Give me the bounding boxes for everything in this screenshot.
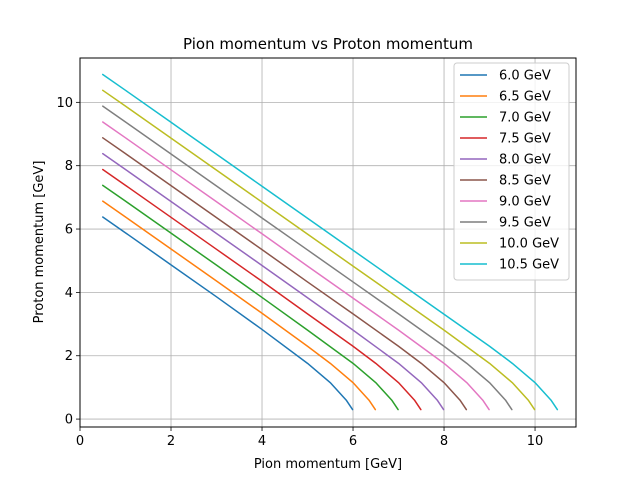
series-line [102,121,490,411]
y-tick-label: 4 [65,286,73,301]
series-layer [102,73,559,411]
x-tick-label: 2 [167,434,175,449]
legend-label: 9.5 GeV [499,216,551,231]
series-line [102,184,399,411]
legend-label: 10.0 GeV [499,237,559,252]
y-tick-label: 10 [56,96,73,111]
series-line [102,73,559,411]
series-line [102,168,422,411]
y-tick-label: 2 [65,349,73,364]
x-axis: 0 2 4 6 8 10 [76,427,543,449]
series-line [102,200,377,411]
legend-label: 7.5 GeV [499,132,551,147]
legend-label: 8.0 GeV [499,153,551,168]
x-axis-label: Pion momentum [GeV] [254,457,402,472]
series-line [102,105,513,411]
plot-frame [79,57,577,428]
legend-label: 9.0 GeV [499,195,551,210]
series-line [102,137,468,411]
legend-label: 7.0 GeV [499,111,551,126]
series-line [102,152,445,411]
x-tick-label: 8 [440,434,448,449]
x-tick-label: 0 [76,434,84,449]
legend-label: 10.5 GeV [499,258,559,273]
y-tick-label: 8 [65,159,73,174]
legend-label: 6.5 GeV [499,90,551,105]
y-axis-label: Proton momentum [GeV] [32,161,47,324]
legend: 6.0 GeV 6.5 GeV 7.0 GeV 7.5 GeV 8.0 GeV 8.5 G… [453,62,570,281]
y-tick-label: 6 [65,223,73,238]
legend-label: 6.0 GeV [499,69,551,84]
x-tick-label: 10 [527,434,544,449]
chart-title: Pion momentum vs Proton momentum [183,35,473,53]
y-axis: 0 2 4 6 8 10 [56,96,80,428]
legend-label: 8.5 GeV [499,174,551,189]
x-tick-label: 6 [349,434,357,449]
y-tick-label: 0 [65,413,73,428]
x-tick-label: 4 [258,434,266,449]
series-line [102,216,354,411]
series-line [102,89,536,411]
